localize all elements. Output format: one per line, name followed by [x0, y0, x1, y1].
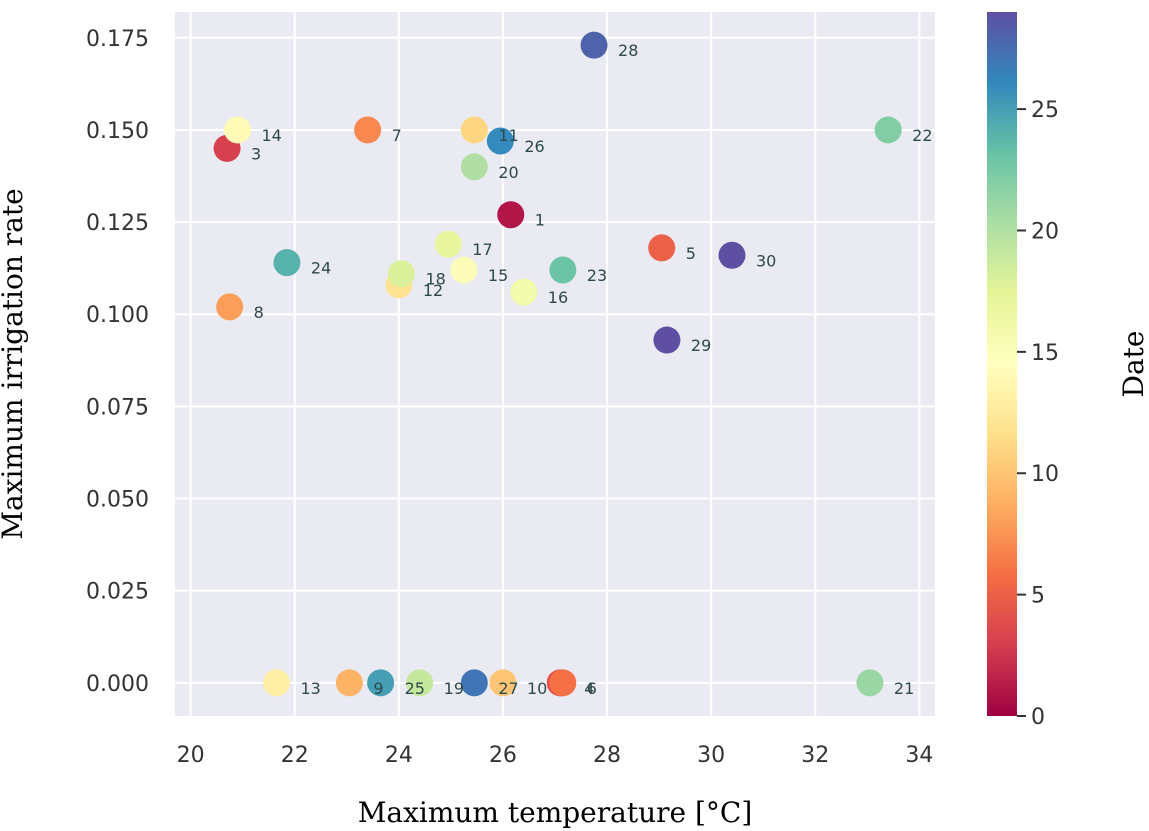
- x-axis-ticks: 20 22 24 26 28 30 32 34: [177, 743, 934, 768]
- grid-lines: [175, 12, 935, 716]
- data-point: [510, 278, 538, 306]
- data-point: [580, 31, 608, 59]
- data-point-label: 5: [686, 244, 696, 263]
- x-tick-label: 34: [905, 743, 933, 768]
- data-point-label: 30: [756, 251, 776, 270]
- data-point: [335, 669, 363, 697]
- data-points: [213, 31, 902, 697]
- data-point: [387, 260, 415, 288]
- data-point: [486, 127, 514, 155]
- data-point-label: 14: [261, 126, 281, 145]
- y-tick-label: 0.050: [86, 488, 149, 513]
- data-point: [460, 669, 488, 697]
- data-point-label: 20: [498, 163, 518, 182]
- colorbar-tick-label: 15: [1031, 341, 1059, 366]
- data-point-label: 8: [254, 303, 264, 322]
- y-tick-label: 0.125: [86, 211, 149, 236]
- data-point: [460, 153, 488, 181]
- x-tick-label: 22: [281, 743, 309, 768]
- data-point-label: 24: [311, 259, 331, 278]
- data-point: [648, 234, 676, 262]
- x-tick-label: 20: [177, 743, 205, 768]
- data-point: [489, 669, 517, 697]
- y-tick-label: 0.150: [86, 119, 149, 144]
- data-point: [450, 256, 478, 284]
- colorbar-label: Date: [1117, 331, 1149, 398]
- y-axis-label: Maximum irrigation rate: [0, 188, 29, 539]
- data-point-label: 18: [425, 270, 445, 289]
- data-point: [653, 326, 681, 354]
- plot-area: [175, 12, 935, 716]
- data-point: [718, 241, 746, 269]
- data-point-label: 4: [584, 679, 594, 698]
- data-point-label: 25: [405, 679, 425, 698]
- colorbar: [987, 12, 1017, 716]
- data-point-label: 26: [524, 137, 544, 156]
- x-tick-label: 32: [801, 743, 829, 768]
- data-point-label: 15: [488, 266, 508, 285]
- data-point-label: 21: [894, 679, 914, 698]
- data-point: [216, 293, 244, 321]
- data-point-label: 29: [691, 336, 711, 355]
- data-point-label: 17: [472, 240, 492, 259]
- data-point: [460, 116, 488, 144]
- data-point: [367, 669, 395, 697]
- x-tick-label: 30: [697, 743, 725, 768]
- data-point-label: 12: [423, 281, 443, 300]
- colorbar-ticks: 0 5 10 15 20 25: [1017, 98, 1059, 730]
- data-point: [273, 249, 301, 277]
- data-point: [223, 116, 251, 144]
- colorbar-tick-label: 25: [1031, 98, 1059, 123]
- x-axis-label: Maximum temperature [°C]: [358, 796, 753, 829]
- data-point: [406, 669, 434, 697]
- data-point-label: 27: [498, 679, 518, 698]
- y-axis-ticks: 0.000 0.025 0.050 0.075 0.100 0.125 0.150 0.175: [86, 27, 149, 697]
- data-point-label: 28: [618, 41, 638, 60]
- y-tick-label: 0.025: [86, 580, 149, 605]
- x-tick-label: 28: [593, 743, 621, 768]
- x-tick-label: 24: [385, 743, 413, 768]
- data-point-label: 1: [535, 211, 545, 230]
- data-point: [434, 230, 462, 258]
- data-point-label: 9: [373, 679, 383, 698]
- data-point-label: 3: [251, 144, 261, 163]
- data-point: [497, 201, 525, 229]
- y-tick-label: 0.075: [86, 395, 149, 420]
- y-tick-label: 0.000: [86, 672, 149, 697]
- data-point-label: 22: [912, 126, 932, 145]
- data-point-label: 11: [498, 126, 518, 145]
- data-point: [263, 669, 291, 697]
- data-point-label: 19: [444, 679, 464, 698]
- data-point-label: 16: [548, 288, 568, 307]
- data-point-label: 23: [587, 266, 607, 285]
- y-tick-label: 0.100: [86, 303, 149, 328]
- colorbar-tick-label: 10: [1031, 462, 1059, 487]
- data-point-label: 6: [587, 679, 597, 698]
- data-point-label: 10: [527, 679, 547, 698]
- colorbar-tick-label: 5: [1031, 584, 1045, 609]
- y-tick-label: 0.175: [86, 27, 149, 52]
- colorbar-tick-label: 0: [1031, 705, 1045, 730]
- data-point: [874, 116, 902, 144]
- data-point-label: 13: [301, 679, 321, 698]
- data-point: [354, 116, 382, 144]
- data-point: [549, 256, 577, 284]
- colorbar-tick-label: 20: [1031, 219, 1059, 244]
- data-point: [549, 669, 577, 697]
- data-point-label: 7: [392, 126, 402, 145]
- x-tick-label: 26: [489, 743, 517, 768]
- data-point: [856, 669, 884, 697]
